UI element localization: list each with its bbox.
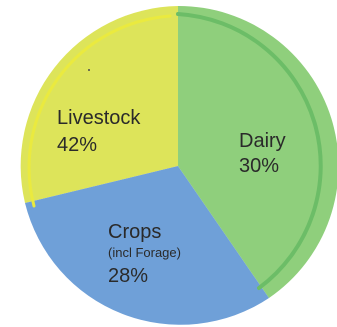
pie-slice-livestock (20, 6, 178, 203)
slice-value-dairy: 30% (239, 155, 279, 177)
slice-label-livestock: Livestock (57, 107, 141, 129)
pie-slice-crops (25, 166, 269, 325)
speck-mark (88, 69, 90, 71)
slice-label-crops: Crops (108, 221, 161, 243)
slice-label-dairy: Dairy (239, 130, 286, 152)
pie-edge-livestock (27, 14, 172, 208)
slice-value-livestock: 42% (57, 134, 97, 156)
slice-sublabel-crops: (incl Forage) (108, 245, 181, 260)
slice-value-crops: 28% (108, 265, 148, 287)
pie-edge-dairy (176, 12, 323, 290)
pie-slice-dairy (178, 5, 337, 298)
